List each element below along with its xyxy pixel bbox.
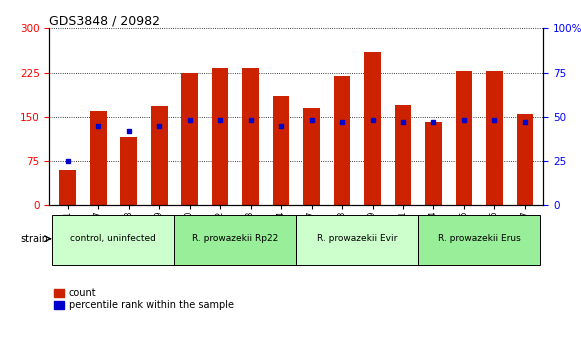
Bar bbox=[242, 68, 259, 205]
Bar bbox=[517, 114, 533, 205]
FancyBboxPatch shape bbox=[52, 215, 174, 264]
Bar bbox=[425, 121, 442, 205]
Text: R. prowazekii Evir: R. prowazekii Evir bbox=[317, 234, 397, 243]
Legend: count, percentile rank within the sample: count, percentile rank within the sample bbox=[54, 288, 234, 310]
Bar bbox=[486, 72, 503, 205]
FancyBboxPatch shape bbox=[418, 215, 540, 264]
FancyBboxPatch shape bbox=[296, 215, 418, 264]
Bar bbox=[272, 96, 289, 205]
Bar bbox=[59, 170, 76, 205]
Bar bbox=[150, 106, 167, 205]
Text: strain: strain bbox=[21, 234, 49, 244]
FancyBboxPatch shape bbox=[174, 215, 296, 264]
Text: control, uninfected: control, uninfected bbox=[70, 234, 156, 243]
Bar bbox=[333, 75, 350, 205]
Bar bbox=[456, 71, 472, 205]
Bar bbox=[181, 73, 198, 205]
Text: R. prowazekii Rp22: R. prowazekii Rp22 bbox=[192, 234, 278, 243]
Bar bbox=[90, 111, 106, 205]
Bar bbox=[211, 68, 228, 205]
Bar bbox=[303, 108, 320, 205]
Text: R. prowazekii Erus: R. prowazekii Erus bbox=[438, 234, 521, 243]
Text: GDS3848 / 20982: GDS3848 / 20982 bbox=[49, 14, 160, 27]
Bar bbox=[394, 105, 411, 205]
Bar bbox=[120, 137, 137, 205]
Bar bbox=[364, 52, 381, 205]
